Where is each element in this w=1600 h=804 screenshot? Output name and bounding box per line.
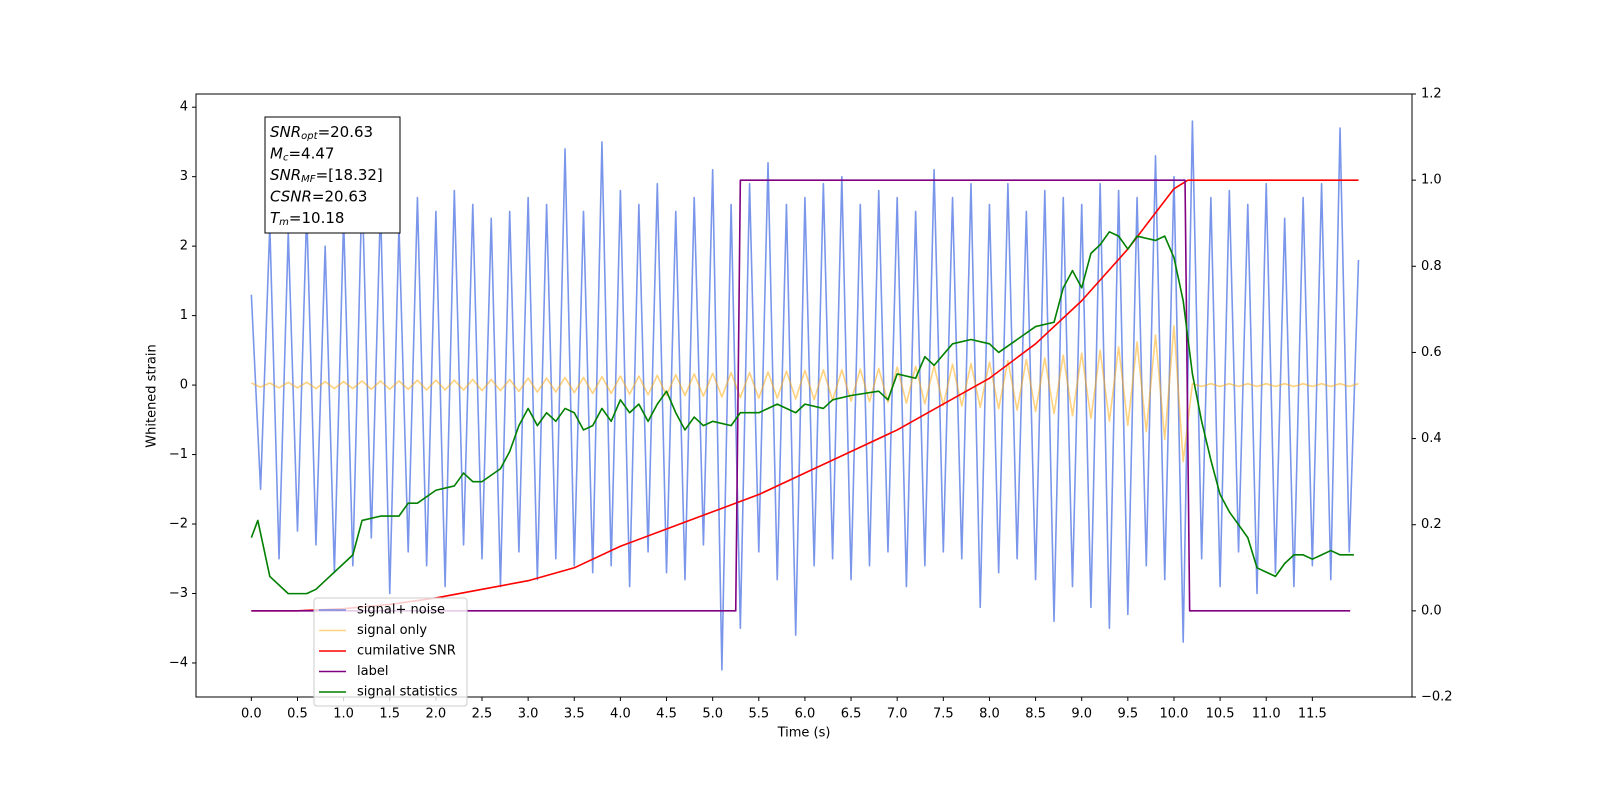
x-tick-label: 9.0	[1071, 707, 1092, 722]
x-tick-label: 11.0	[1252, 707, 1281, 722]
y2-tick-label: 0.2	[1421, 517, 1442, 532]
y-tick-label: −3	[169, 586, 188, 601]
y2-tick-label: 0.0	[1421, 603, 1442, 618]
y2-tick-label: 1.2	[1421, 87, 1442, 102]
annotation-text: =4.47	[288, 144, 334, 162]
series-line	[251, 179, 1351, 612]
x-tick-label: 8.5	[1025, 707, 1046, 722]
series-line	[250, 231, 1354, 595]
legend-label: signal+ noise	[357, 603, 445, 618]
annotation-text: =20.63	[312, 187, 368, 205]
x-tick-label: 7.0	[887, 707, 908, 722]
annotation-symbol: T	[270, 209, 281, 227]
x-tick-label: 9.5	[1117, 707, 1138, 722]
legend: signal+ noise signal only cumilative SNR la…	[313, 597, 468, 707]
annotation-box: SNRopt=20.63Mc=4.47SNRMF=[18.32]CSNR=20.…	[264, 116, 401, 234]
legend-label: signal only	[357, 623, 427, 638]
annotation-subscript: m	[279, 217, 289, 228]
x-axis-label: Time (s)	[777, 726, 831, 741]
y2-tick-label: 0.8	[1421, 259, 1442, 274]
annotation-symbol: SNR	[270, 123, 301, 141]
annotation-symbol: CSNR	[270, 187, 312, 205]
annotation-text: =20.63	[318, 123, 374, 141]
x-tick-label: 0.0	[241, 707, 262, 722]
x-tick-label: 4.5	[656, 707, 677, 722]
x-tick-label: 3.5	[564, 707, 585, 722]
legend-label: cumilative SNR	[357, 644, 456, 659]
legend-frame	[313, 597, 468, 707]
x-tick-label: 4.0	[610, 707, 631, 722]
annotation-text: =10.18	[289, 209, 345, 227]
y-tick-label: 1	[180, 308, 188, 323]
x-tick-label: 3.0	[518, 707, 539, 722]
annotation-line: Tm=10.18	[270, 209, 344, 229]
y2-tick-label: 0.4	[1421, 431, 1442, 446]
x-tick-label: 10.0	[1159, 707, 1188, 722]
x-tick-label: 11.5	[1298, 707, 1327, 722]
y-tick-label: 4	[180, 100, 188, 115]
annotation-subscript: opt	[301, 131, 318, 142]
x-tick-label: 5.0	[702, 707, 723, 722]
annotation-line: SNRMF=[18.32]	[270, 166, 383, 186]
x-tick-label: 1.0	[333, 707, 354, 722]
annotation-line: Mc=4.47	[270, 144, 334, 164]
y-axis-label: Whitened strain	[145, 344, 160, 447]
annotation-subscript: c	[283, 153, 289, 164]
y2-tick-label: −0.2	[1421, 690, 1453, 705]
annotation-symbol: M	[270, 144, 283, 162]
legend-label: signal statistics	[357, 685, 458, 700]
y2-tick-label: 0.6	[1421, 345, 1442, 360]
x-tick-label: 6.5	[841, 707, 862, 722]
x-tick-label: 1.5	[379, 707, 400, 722]
annotation-text: =[18.32]	[316, 166, 383, 184]
y-tick-label: −4	[169, 655, 188, 670]
x-tick-label: 8.0	[979, 707, 1000, 722]
x-tick-label: 5.5	[748, 707, 769, 722]
annotation-frame	[264, 116, 401, 234]
annotation-line: SNRopt=20.63	[270, 123, 373, 143]
series-line	[251, 325, 1359, 463]
annotation-line: CSNR=20.63	[270, 187, 367, 205]
x-tick-label: 2.5	[472, 707, 493, 722]
y-tick-label: −2	[169, 517, 188, 532]
axes-frame	[195, 93, 1413, 698]
x-tick-label: 7.5	[933, 707, 954, 722]
series-line	[250, 120, 1360, 671]
x-tick-label: 2.0	[426, 707, 447, 722]
legend-label: label	[357, 664, 388, 679]
y2-tick-label: 1.0	[1421, 173, 1442, 188]
y-tick-label: −1	[169, 447, 188, 462]
x-tick-label: 6.0	[795, 707, 816, 722]
annotation-symbol: SNR	[270, 166, 301, 184]
axes: 0.0 0.5 1.0 1.5 2.0 2.5 3.0 3.5 4.0 4.5 5.0 5.5 6.0 6…	[169, 87, 1453, 722]
y-tick-label: 2	[180, 239, 188, 254]
x-tick-label: 0.5	[287, 707, 308, 722]
y-tick-label: 3	[180, 169, 188, 184]
y-tick-label: 0	[180, 378, 188, 393]
annotation-subscript: MF	[301, 174, 316, 185]
x-tick-label: 10.5	[1206, 707, 1235, 722]
